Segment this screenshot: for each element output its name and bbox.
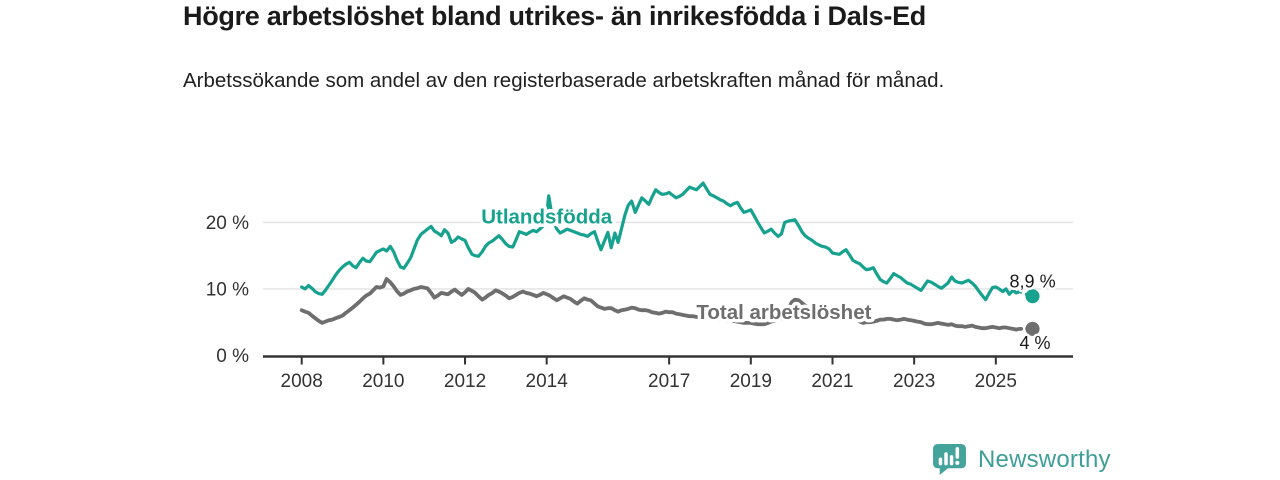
bar-chart-speech-bubble-icon <box>933 444 966 475</box>
x-tick-label-2010: 2010 <box>362 371 404 392</box>
end-value-label-utlandsf-dda: 8,9 % <box>1010 271 1056 291</box>
x-tick-label-2008: 2008 <box>281 371 323 392</box>
series-label-total-arbetsl-shet: Total arbetslöshet <box>696 301 871 324</box>
x-tick-label-2025: 2025 <box>975 371 1017 392</box>
series-line-utlandsf-dda <box>300 181 1018 302</box>
y-tick-label-10: 10 % <box>206 279 249 300</box>
x-tick-label-2017: 2017 <box>648 371 690 392</box>
x-tick-label-2019: 2019 <box>730 371 772 392</box>
chart-subtitle: Arbetssökande som andel av den registerb… <box>183 69 945 92</box>
series-end-dot-total-arbetsl-shet <box>1025 321 1040 336</box>
series-line-total-arbetsl-shet <box>299 277 1019 332</box>
x-tick-label-2023: 2023 <box>893 371 935 392</box>
y-tick-label-0: 0 % <box>216 346 249 367</box>
series-label-utlandsf-dda: Utlandsfödda <box>481 205 613 228</box>
x-tick-label-2014: 2014 <box>526 371 569 392</box>
end-value-label-total-arbetsl-shet: 4 % <box>1020 333 1051 353</box>
y-tick-label-20: 20 % <box>206 213 249 234</box>
series-end-dot-utlandsf-dda <box>1025 289 1040 304</box>
newsworthy-logo: Newsworthy <box>932 443 1111 476</box>
chart-title: Högre arbetslöshet bland utrikes- än inr… <box>183 1 926 31</box>
brand-wordmark: Newsworthy <box>978 445 1111 473</box>
x-tick-label-2021: 2021 <box>811 371 853 392</box>
x-tick-label-2012: 2012 <box>444 371 486 392</box>
